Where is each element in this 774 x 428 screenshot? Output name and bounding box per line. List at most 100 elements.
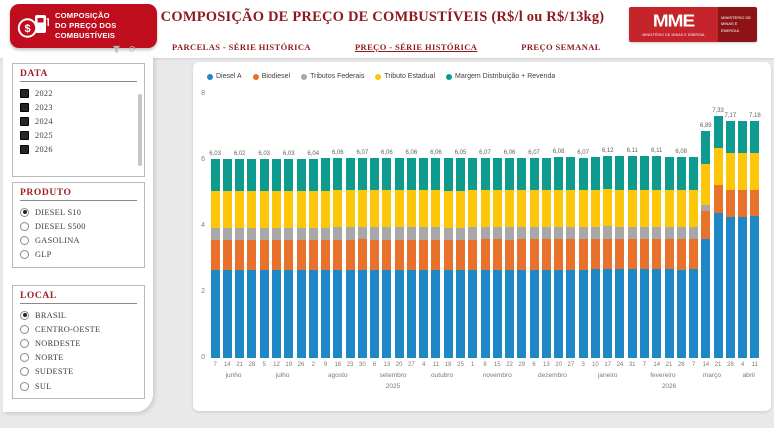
- bar-40[interactable]: [701, 130, 711, 358]
- radio-icon[interactable]: [20, 250, 29, 260]
- bar-23[interactable]: [492, 157, 502, 358]
- local-option-brasil[interactable]: BRASIL: [20, 308, 137, 322]
- bar-35[interactable]: [639, 156, 649, 358]
- bar-31[interactable]: [590, 156, 600, 358]
- bar-6[interactable]: [284, 159, 294, 358]
- radio-icon[interactable]: [20, 367, 29, 377]
- segment-margem-distribui-o-revenda: [210, 159, 220, 192]
- bar-42[interactable]: [725, 121, 735, 358]
- bar-20[interactable]: [455, 158, 465, 358]
- bar-25[interactable]: [517, 157, 527, 358]
- bar-18[interactable]: [431, 158, 441, 358]
- tab-preco-serie-historica[interactable]: PREÇO - SÉRIE HISTÓRICA: [354, 42, 478, 52]
- bar-36[interactable]: [652, 156, 662, 358]
- reset-icon[interactable]: ⟳: [129, 44, 137, 54]
- legend-item-tributo-estadual[interactable]: Tributo Estadual: [375, 73, 435, 80]
- legend-item-margem-distribui-o-revenda[interactable]: Margem Distribuição + Revenda: [446, 73, 555, 80]
- bar-15[interactable]: [394, 158, 404, 358]
- legend-item-diesel-a[interactable]: Diesel A: [207, 73, 242, 80]
- produto-option-diesel-s500[interactable]: DIESEL S500: [20, 219, 137, 233]
- bar-14[interactable]: [382, 158, 392, 358]
- local-option-sul[interactable]: SUL: [20, 379, 137, 393]
- checkbox-icon[interactable]: [20, 145, 29, 155]
- x-axis-month-label-abril: abril: [742, 372, 755, 379]
- radio-icon[interactable]: [20, 207, 29, 217]
- produto-option-gasolina[interactable]: GASOLINA: [20, 233, 137, 247]
- radio-icon[interactable]: [20, 221, 29, 231]
- checkbox-icon[interactable]: [20, 131, 29, 141]
- local-option-centro-oeste[interactable]: CENTRO-OESTE: [20, 322, 137, 336]
- segment-biodiesel: [603, 238, 613, 269]
- bar-28[interactable]: [554, 157, 564, 358]
- bar-22[interactable]: [480, 157, 490, 358]
- x-axis-day-label: 5: [262, 362, 266, 368]
- bar-19[interactable]: [443, 158, 453, 358]
- bar-10[interactable]: [333, 158, 343, 358]
- bar-17[interactable]: [419, 158, 429, 358]
- bar-16[interactable]: [406, 158, 416, 358]
- bar-39[interactable]: [689, 156, 699, 358]
- bar-21[interactable]: [468, 158, 478, 358]
- bar-32[interactable]: [603, 156, 613, 358]
- segment-tributo-estadual: [321, 191, 331, 228]
- bar-27[interactable]: [541, 157, 551, 358]
- bar-2[interactable]: [235, 159, 245, 358]
- checkbox-icon[interactable]: [20, 88, 29, 98]
- bar-13[interactable]: [370, 158, 380, 358]
- radio-icon[interactable]: [20, 235, 29, 245]
- bar-8[interactable]: [308, 158, 318, 358]
- segment-tributo-estadual: [554, 190, 564, 227]
- x-axis-month-label-dezembro: dezembro: [538, 372, 567, 379]
- year-option-2025[interactable]: 2025: [20, 129, 137, 143]
- bar-24[interactable]: [505, 158, 515, 358]
- produto-option-glp[interactable]: GLP: [20, 248, 137, 262]
- local-option-sudeste[interactable]: SUDESTE: [20, 365, 137, 379]
- bar-0[interactable]: [210, 159, 220, 358]
- bar-29[interactable]: [566, 157, 576, 358]
- radio-icon[interactable]: [20, 353, 29, 363]
- year-option-2026[interactable]: 2026: [20, 143, 137, 157]
- bar-12[interactable]: [357, 157, 367, 358]
- produto-option-diesel-s10[interactable]: DIESEL S10: [20, 205, 137, 219]
- segment-tributo-estadual: [725, 153, 735, 191]
- data-list-scrollbar[interactable]: [138, 94, 142, 166]
- radio-icon[interactable]: [20, 381, 29, 391]
- bar-11[interactable]: [345, 158, 355, 358]
- bar-43[interactable]: [738, 121, 748, 358]
- segment-tributos-federais: [406, 227, 416, 240]
- segment-tributos-federais: [357, 227, 367, 240]
- bar-33[interactable]: [615, 156, 625, 358]
- legend-item-tributos-federais[interactable]: Tributos Federais: [301, 73, 364, 80]
- year-option-2023[interactable]: 2023: [20, 100, 137, 114]
- segment-margem-distribui-o-revenda: [529, 157, 539, 191]
- bar-9[interactable]: [321, 158, 331, 358]
- bar-1[interactable]: [222, 159, 232, 358]
- bar-37[interactable]: [664, 156, 674, 358]
- year-option-2024[interactable]: 2024: [20, 114, 137, 128]
- bar-4[interactable]: [259, 159, 269, 358]
- bar-44[interactable]: [750, 121, 760, 358]
- x-axis-day-label: 7: [642, 362, 647, 368]
- tab-parcelas-serie-historica[interactable]: PARCELAS - SÉRIE HISTÓRICA: [172, 42, 311, 52]
- segment-margem-distribui-o-revenda: [676, 157, 686, 191]
- checkbox-icon[interactable]: [20, 102, 29, 112]
- legend-item-biodiesel[interactable]: Biodiesel: [252, 73, 290, 80]
- bar-3[interactable]: [247, 159, 257, 358]
- bar-7[interactable]: [296, 158, 306, 358]
- bar-30[interactable]: [578, 157, 588, 358]
- tab-preco-semanal[interactable]: PREÇO SEMANAL: [521, 42, 601, 52]
- filter-icon[interactable]: [112, 45, 121, 54]
- radio-icon[interactable]: [20, 338, 29, 348]
- segment-tributo-estadual: [370, 190, 380, 228]
- local-option-nordeste[interactable]: NORDESTE: [20, 336, 137, 350]
- local-option-norte[interactable]: NORTE: [20, 351, 137, 365]
- checkbox-icon[interactable]: [20, 116, 29, 126]
- bar-34[interactable]: [627, 156, 637, 358]
- radio-icon[interactable]: [20, 310, 29, 320]
- bar-26[interactable]: [529, 157, 539, 358]
- bar-38[interactable]: [676, 157, 686, 358]
- bar-41[interactable]: [713, 116, 723, 358]
- year-option-2022[interactable]: 2022: [20, 86, 137, 100]
- bar-5[interactable]: [271, 159, 281, 358]
- radio-icon[interactable]: [20, 324, 29, 334]
